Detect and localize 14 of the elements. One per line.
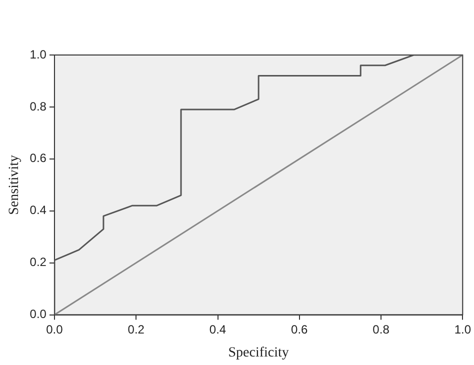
y-tick-label: 0.0 xyxy=(30,307,47,322)
y-tick-label: 0.8 xyxy=(30,99,47,114)
y-axis-title: Sensitivity xyxy=(7,154,22,215)
y-tick-label: 0.4 xyxy=(30,203,47,218)
y-tick-label: 0.2 xyxy=(30,255,47,270)
x-tick-label: 0.6 xyxy=(291,322,308,336)
y-tick-label: 0.6 xyxy=(30,151,47,166)
x-tick-label: 0.4 xyxy=(209,322,226,336)
x-tick-label: 0.2 xyxy=(128,322,145,336)
y-tick-label: 1.0 xyxy=(30,47,47,62)
x-tick-label: 0.0 xyxy=(46,322,64,336)
x-tick-label: 0.8 xyxy=(372,322,390,336)
x-tick-label: 1.0 xyxy=(454,322,472,336)
x-axis-title: Specificity xyxy=(228,345,289,360)
